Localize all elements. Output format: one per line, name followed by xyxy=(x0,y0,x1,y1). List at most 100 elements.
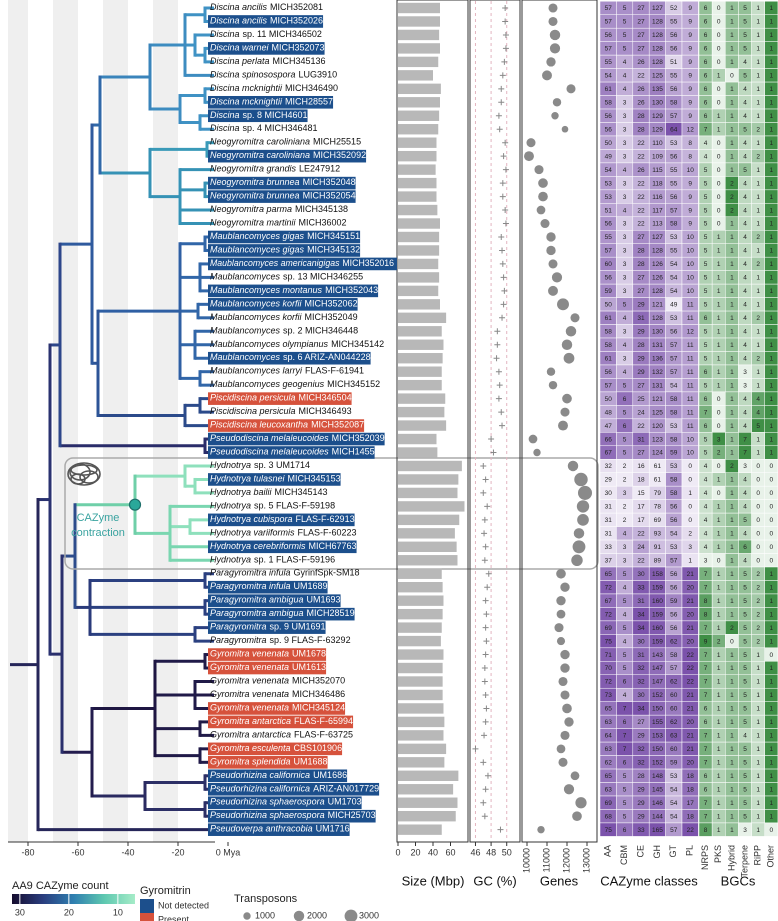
taxon-name: Maublancomyces gigas xyxy=(210,245,305,255)
taxon-id: MICH25703 xyxy=(328,811,376,821)
heat-label: 29 xyxy=(637,302,645,309)
heat-label: 4 xyxy=(623,638,627,645)
heat-label: 7 xyxy=(704,800,708,807)
heat-label: 117 xyxy=(652,207,663,214)
taxon-label: Paragyromitra infula UM1689 xyxy=(210,582,328,592)
heat-label: 1 xyxy=(756,813,760,820)
heat-label: 30 xyxy=(637,692,645,699)
heat-label: 1 xyxy=(730,46,734,53)
status-box xyxy=(208,607,355,621)
heat-label: 5 xyxy=(704,450,708,457)
heat-label: 1 xyxy=(770,733,774,740)
heat-label: 29 xyxy=(637,813,645,820)
status-box xyxy=(208,809,376,823)
heat-label: 4 xyxy=(704,153,708,160)
column-label: CBM xyxy=(619,845,629,865)
gene-dot xyxy=(556,609,566,619)
heat-label: 1 xyxy=(717,315,721,322)
heat-label: 1 xyxy=(770,32,774,39)
legend-label: Present xyxy=(158,914,190,921)
gene-dot xyxy=(538,191,548,202)
heat-label: 1 xyxy=(770,5,774,12)
heat-label: 2 xyxy=(623,517,627,524)
heat-label: 4 xyxy=(743,409,747,416)
size-bar xyxy=(398,2,440,14)
heat-label: 56 xyxy=(605,126,613,133)
heat-label: 3 xyxy=(623,248,627,255)
gene-dot xyxy=(562,393,572,404)
heat-label: 4 xyxy=(743,302,747,309)
gene-dot xyxy=(538,178,548,188)
heat-label: 3 xyxy=(623,221,627,228)
heat-label: 0 xyxy=(688,504,692,511)
taxon-name: Paragyromitra infula xyxy=(210,582,291,592)
heat-label: 129 xyxy=(652,126,663,133)
heat-label: 5 xyxy=(704,261,708,268)
heat-label: 57 xyxy=(670,557,678,564)
size-bar xyxy=(398,164,436,175)
heat-label: 58 xyxy=(605,328,613,335)
taxon-name: Gyromitra venenata xyxy=(210,676,289,686)
heat-label: 56 xyxy=(670,517,678,524)
legend-swatch xyxy=(140,913,154,921)
heat-label: 17 xyxy=(637,504,645,511)
heat-label: 147 xyxy=(652,679,663,686)
heat-label: 1 xyxy=(717,382,721,389)
gene-dot xyxy=(557,298,569,311)
status-box xyxy=(208,446,375,459)
heat-label: 1 xyxy=(717,773,721,780)
heat-label: 1 xyxy=(730,86,734,93)
heat-label: 89 xyxy=(654,557,662,564)
heat-label: 7 xyxy=(704,679,708,686)
taxon-label: Piscidiscina persicula MICH346504 xyxy=(210,393,352,403)
heat-label: 5 xyxy=(704,355,708,362)
heat-label: 5 xyxy=(743,800,747,807)
heat-label: 1 xyxy=(730,719,734,726)
status-box xyxy=(208,621,326,634)
heat-label: 54 xyxy=(670,275,678,282)
heat-label: 5 xyxy=(743,706,747,713)
heat-label: 6 xyxy=(704,315,708,322)
heat-label: 31 xyxy=(637,315,645,322)
heat-label: 5 xyxy=(623,409,627,416)
gc-cross xyxy=(497,826,504,833)
heat-label: 1 xyxy=(756,800,760,807)
heat-label: 57 xyxy=(605,248,613,255)
size-bar xyxy=(398,447,438,458)
taxon-name: Piscidiscina persicula xyxy=(210,393,296,403)
legend-label: 1000 xyxy=(255,910,275,920)
heat-label: 131 xyxy=(652,382,663,389)
taxon-id: MICH36002 xyxy=(299,218,347,228)
taxon-id: UM1689 xyxy=(294,582,328,592)
taxon-id: FLAS-F-63725 xyxy=(294,730,353,740)
taxon-id: UM1686 xyxy=(313,770,347,780)
legend-label: 2000 xyxy=(307,910,327,920)
heat-label: 1 xyxy=(730,32,734,39)
size-bar xyxy=(398,285,439,297)
heat-label: 54 xyxy=(605,73,613,80)
taxon-id: MICH352048 xyxy=(303,177,356,187)
heat-label: 29 xyxy=(605,477,613,484)
taxon-id: sp. 9 UM1691 xyxy=(270,622,326,632)
legend-title: Transposons xyxy=(234,893,298,905)
heat-label: 27 xyxy=(637,234,645,241)
heat-label: 58 xyxy=(670,409,678,416)
size-bar xyxy=(398,29,440,41)
heat-label: 2 xyxy=(756,315,760,322)
taxon-id: MICH345152 xyxy=(327,380,380,390)
heat-label: 1 xyxy=(730,517,734,524)
heat-label: 7 xyxy=(743,436,747,443)
heat-label: 1 xyxy=(756,302,760,309)
heat-label: 1 xyxy=(717,800,721,807)
heat-label: 6 xyxy=(623,396,627,403)
taxon-label: Piscidiscina leucoxantha MICH352087 xyxy=(210,420,364,430)
heat-label: 4 xyxy=(623,584,627,591)
heat-label: 65 xyxy=(605,571,613,578)
heat-label: 115 xyxy=(652,167,663,174)
heat-label: 0 xyxy=(717,5,721,12)
heat-label: 21 xyxy=(687,706,695,713)
size-bar xyxy=(398,716,445,728)
heat-label: 3 xyxy=(743,369,747,376)
heat-label: 22 xyxy=(637,557,645,564)
heat-label: 1 xyxy=(730,773,734,780)
